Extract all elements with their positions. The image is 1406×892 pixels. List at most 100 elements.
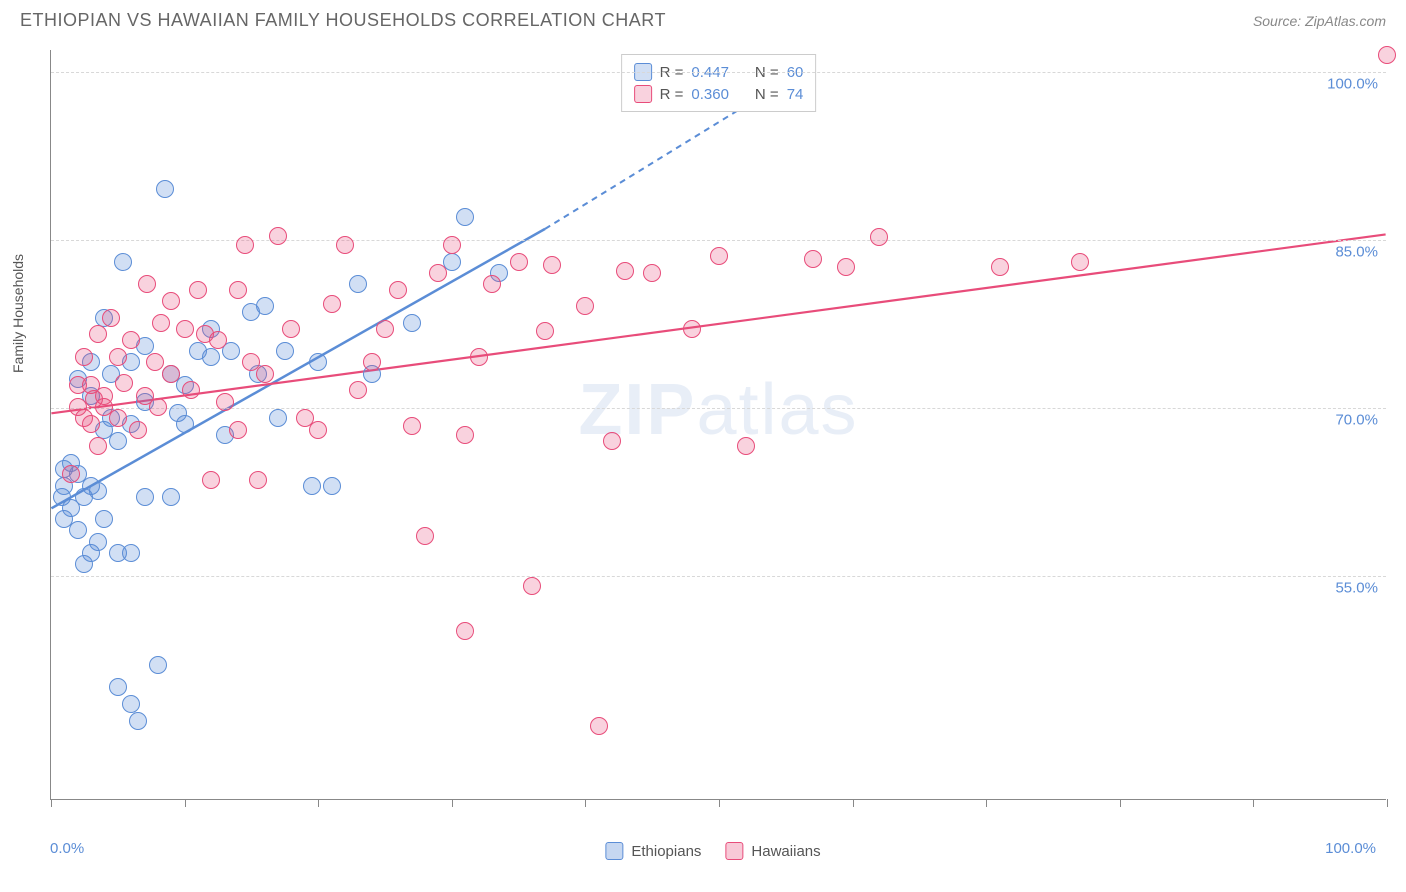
stat-r-value: 0.360 bbox=[691, 86, 729, 103]
trend-lines-layer bbox=[51, 50, 1386, 799]
data-point bbox=[202, 348, 220, 366]
data-point bbox=[349, 381, 367, 399]
x-tick bbox=[853, 799, 854, 807]
y-tick-label: 85.0% bbox=[1335, 244, 1378, 261]
data-point bbox=[176, 415, 194, 433]
legend: Ethiopians Hawaiians bbox=[605, 842, 820, 860]
data-point bbox=[616, 262, 634, 280]
data-point bbox=[89, 482, 107, 500]
data-point bbox=[429, 264, 447, 282]
data-point bbox=[470, 348, 488, 366]
data-point bbox=[152, 314, 170, 332]
data-point bbox=[162, 488, 180, 506]
stat-r-label: R = bbox=[660, 86, 684, 103]
data-point bbox=[456, 622, 474, 640]
data-point bbox=[282, 320, 300, 338]
data-point bbox=[536, 322, 554, 340]
data-point bbox=[349, 275, 367, 293]
data-point bbox=[523, 577, 541, 595]
data-point bbox=[456, 208, 474, 226]
data-point bbox=[276, 342, 294, 360]
data-point bbox=[75, 348, 93, 366]
data-point bbox=[202, 471, 220, 489]
data-point bbox=[109, 432, 127, 450]
gridline bbox=[51, 408, 1386, 409]
data-point bbox=[209, 331, 227, 349]
data-point bbox=[303, 477, 321, 495]
data-point bbox=[510, 253, 528, 271]
trend-line-dashed bbox=[545, 106, 745, 229]
gridline bbox=[51, 576, 1386, 577]
plot-area: ZIPatlas R = 0.447N = 60R = 0.360N = 74 … bbox=[50, 50, 1386, 800]
x-max-label: 100.0% bbox=[1325, 840, 1376, 857]
data-point bbox=[138, 275, 156, 293]
legend-label: Ethiopians bbox=[631, 843, 701, 860]
y-axis-title: Family Households bbox=[10, 254, 26, 373]
x-min-label: 0.0% bbox=[50, 840, 84, 857]
data-point bbox=[269, 227, 287, 245]
data-point bbox=[376, 320, 394, 338]
data-point bbox=[122, 544, 140, 562]
y-tick-label: 70.0% bbox=[1335, 412, 1378, 429]
chart-title: ETHIOPIAN VS HAWAIIAN FAMILY HOUSEHOLDS … bbox=[20, 10, 666, 31]
legend-swatch bbox=[725, 842, 743, 860]
x-tick bbox=[318, 799, 319, 807]
x-tick bbox=[1120, 799, 1121, 807]
data-point bbox=[403, 417, 421, 435]
data-point bbox=[89, 325, 107, 343]
data-point bbox=[683, 320, 701, 338]
data-point bbox=[114, 253, 132, 271]
data-point bbox=[189, 281, 207, 299]
data-point bbox=[176, 320, 194, 338]
data-point bbox=[102, 309, 120, 327]
data-point bbox=[62, 465, 80, 483]
x-tick bbox=[986, 799, 987, 807]
legend-swatch bbox=[605, 842, 623, 860]
stat-row: R = 0.360 N = 74 bbox=[634, 83, 804, 105]
data-point bbox=[710, 247, 728, 265]
data-point bbox=[804, 250, 822, 268]
data-point bbox=[309, 353, 327, 371]
data-point bbox=[309, 421, 327, 439]
data-point bbox=[109, 409, 127, 427]
x-tick bbox=[1387, 799, 1388, 807]
data-point bbox=[576, 297, 594, 315]
data-point bbox=[156, 180, 174, 198]
data-point bbox=[149, 656, 167, 674]
data-point bbox=[149, 398, 167, 416]
data-point bbox=[737, 437, 755, 455]
data-point bbox=[216, 393, 234, 411]
data-point bbox=[109, 348, 127, 366]
data-point bbox=[229, 281, 247, 299]
data-point bbox=[162, 292, 180, 310]
data-point bbox=[643, 264, 661, 282]
x-tick bbox=[719, 799, 720, 807]
data-point bbox=[456, 426, 474, 444]
data-point bbox=[115, 374, 133, 392]
data-point bbox=[389, 281, 407, 299]
legend-item: Hawaiians bbox=[725, 842, 820, 860]
data-point bbox=[603, 432, 621, 450]
data-point bbox=[256, 365, 274, 383]
data-point bbox=[95, 510, 113, 528]
data-point bbox=[403, 314, 421, 332]
data-point bbox=[89, 533, 107, 551]
gridline bbox=[51, 72, 1386, 73]
data-point bbox=[136, 488, 154, 506]
data-point bbox=[363, 353, 381, 371]
y-tick-label: 55.0% bbox=[1335, 580, 1378, 597]
data-point bbox=[69, 521, 87, 539]
data-point bbox=[269, 409, 287, 427]
data-point bbox=[323, 477, 341, 495]
correlation-stats-box: R = 0.447N = 60R = 0.360N = 74 bbox=[621, 54, 817, 112]
data-point bbox=[122, 695, 140, 713]
x-tick bbox=[452, 799, 453, 807]
data-point bbox=[336, 236, 354, 254]
data-point bbox=[483, 275, 501, 293]
stat-n-label: N = bbox=[755, 86, 779, 103]
data-point bbox=[122, 331, 140, 349]
data-point bbox=[1071, 253, 1089, 271]
data-point bbox=[249, 471, 267, 489]
data-point bbox=[129, 712, 147, 730]
stat-n-value: 74 bbox=[787, 86, 804, 103]
